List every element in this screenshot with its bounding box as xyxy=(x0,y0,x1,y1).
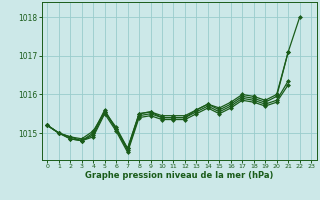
X-axis label: Graphe pression niveau de la mer (hPa): Graphe pression niveau de la mer (hPa) xyxy=(85,171,273,180)
